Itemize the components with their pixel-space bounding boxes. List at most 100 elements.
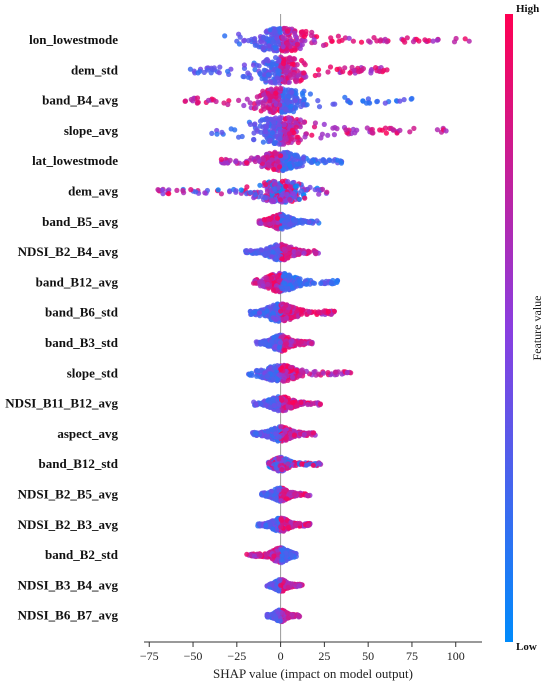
shap-point bbox=[277, 102, 283, 108]
shap-point bbox=[257, 118, 264, 124]
shap-point bbox=[259, 247, 265, 253]
shap-point bbox=[267, 93, 273, 99]
shap-point bbox=[332, 124, 338, 131]
shap-point bbox=[329, 279, 335, 286]
shap-point bbox=[328, 35, 334, 41]
shap-point bbox=[286, 131, 293, 137]
shap-point bbox=[303, 28, 309, 35]
shap-point bbox=[311, 37, 317, 43]
shap-point bbox=[281, 375, 287, 381]
shap-point bbox=[409, 95, 415, 102]
shap-point bbox=[254, 94, 260, 100]
shap-point bbox=[236, 97, 242, 103]
shap-point bbox=[278, 582, 284, 588]
shap-point bbox=[270, 396, 276, 402]
shap-point bbox=[334, 66, 340, 72]
shap-point bbox=[286, 123, 293, 129]
shap-point bbox=[466, 38, 472, 44]
shap-point bbox=[286, 79, 292, 85]
shap-point bbox=[155, 187, 161, 193]
shap-point bbox=[258, 189, 264, 195]
shap-point bbox=[260, 100, 266, 106]
shap-point bbox=[283, 136, 289, 142]
shap-point bbox=[276, 456, 282, 462]
shap-point bbox=[215, 187, 221, 193]
shap-point bbox=[295, 73, 301, 79]
shap-point bbox=[267, 304, 273, 310]
shap-point bbox=[285, 404, 291, 410]
shap-point bbox=[209, 130, 215, 136]
shap-point bbox=[264, 308, 270, 314]
shap-point bbox=[325, 132, 331, 138]
shap-point bbox=[204, 67, 211, 73]
shap-point bbox=[166, 187, 172, 193]
shap-point bbox=[342, 65, 348, 71]
shap-point bbox=[290, 399, 296, 405]
shap-point bbox=[292, 46, 298, 52]
shap-point bbox=[265, 161, 271, 167]
shap-point bbox=[290, 157, 296, 163]
shap-point bbox=[279, 557, 285, 563]
shap-point bbox=[289, 285, 295, 291]
shap-point bbox=[261, 106, 267, 112]
shap-point bbox=[271, 140, 277, 146]
shap-point bbox=[410, 39, 417, 45]
shap-point bbox=[324, 189, 330, 195]
shap-point bbox=[281, 246, 287, 252]
shap-point bbox=[247, 100, 253, 106]
shap-point bbox=[301, 119, 307, 125]
shap-point bbox=[269, 197, 275, 203]
shap-point bbox=[272, 305, 278, 311]
shap-point bbox=[193, 189, 199, 195]
shap-point bbox=[267, 98, 273, 104]
feature-row bbox=[243, 241, 321, 263]
shap-point bbox=[267, 404, 273, 410]
shap-point bbox=[298, 339, 304, 345]
feature-row bbox=[222, 25, 472, 54]
shap-point bbox=[278, 524, 284, 530]
shap-point bbox=[343, 127, 349, 133]
shap-point bbox=[285, 41, 291, 47]
shap-point bbox=[280, 273, 286, 279]
shap-point bbox=[267, 79, 274, 85]
shap-point bbox=[291, 56, 297, 62]
shap-point bbox=[213, 98, 219, 105]
shap-point bbox=[290, 61, 296, 67]
shap-point bbox=[299, 461, 305, 467]
feature-row bbox=[246, 362, 354, 384]
shap-point bbox=[256, 158, 262, 164]
shap-point bbox=[315, 98, 321, 104]
shap-point bbox=[284, 496, 290, 502]
shap-point bbox=[319, 186, 326, 192]
shap-point bbox=[299, 188, 305, 194]
shap-point bbox=[264, 492, 270, 498]
shap-point bbox=[262, 340, 268, 346]
shap-point bbox=[297, 520, 303, 527]
shap-point bbox=[301, 33, 308, 40]
shap-point bbox=[272, 365, 278, 371]
shap-point bbox=[222, 33, 228, 39]
shap-point bbox=[430, 38, 436, 44]
shap-point bbox=[284, 28, 291, 34]
shap-point bbox=[338, 160, 344, 166]
shap-point bbox=[264, 188, 271, 194]
shap-point bbox=[271, 334, 277, 341]
feature-row bbox=[247, 301, 337, 324]
shap-point bbox=[252, 121, 258, 127]
shap-point bbox=[281, 35, 288, 42]
shap-point bbox=[277, 340, 284, 346]
shap-point bbox=[276, 57, 282, 63]
shap-point bbox=[315, 67, 322, 73]
shap-point bbox=[301, 96, 307, 102]
shap-point bbox=[317, 401, 323, 407]
shap-point bbox=[270, 376, 276, 382]
shap-point bbox=[357, 68, 363, 74]
shap-point bbox=[369, 130, 375, 136]
shap-point bbox=[251, 136, 257, 143]
shap-point bbox=[306, 249, 313, 255]
shap-point bbox=[283, 341, 290, 347]
shap-point bbox=[381, 67, 387, 73]
shap-point bbox=[241, 102, 247, 109]
shap-point bbox=[402, 39, 408, 45]
shap-point bbox=[269, 130, 276, 136]
